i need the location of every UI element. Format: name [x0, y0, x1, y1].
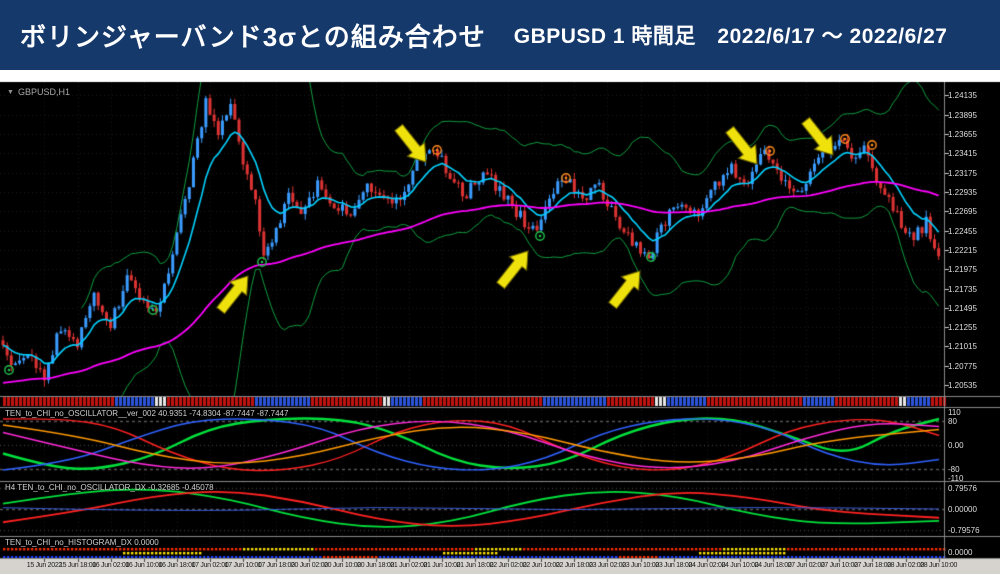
banner-subtitle: GBPUSD 1 時間足 2022/6/17 ～ 2022/6/27 — [513, 25, 948, 48]
title-banner: ボリンジャーバンド3σとの組み合わせ GBPUSD 1 時間足 2022/6/1… — [0, 0, 1000, 70]
banner-title: ボリンジャーバンド3σとの組み合わせ — [20, 21, 486, 52]
